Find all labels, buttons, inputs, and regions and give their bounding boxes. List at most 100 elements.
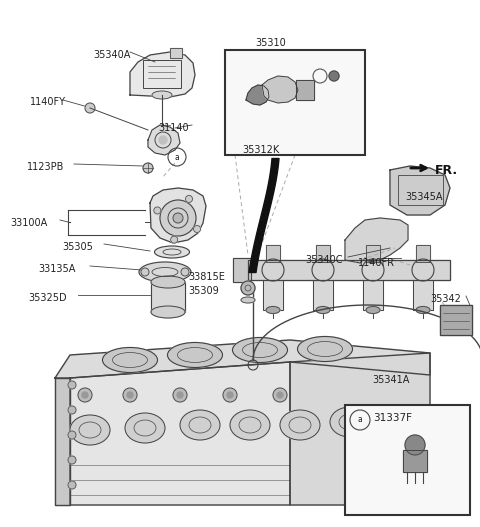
Text: 35310: 35310	[255, 38, 286, 48]
Bar	[345, 405, 470, 515]
Bar	[266, 245, 280, 262]
Text: 1140FY: 1140FY	[30, 97, 66, 107]
Circle shape	[223, 388, 237, 402]
Text: 33100A: 33100A	[10, 218, 47, 228]
Bar	[416, 245, 430, 262]
Polygon shape	[345, 218, 408, 263]
Polygon shape	[148, 125, 180, 155]
Circle shape	[193, 226, 201, 232]
Bar	[233, 258, 251, 282]
Bar	[266, 245, 280, 262]
Bar	[440, 305, 472, 335]
Circle shape	[85, 103, 95, 113]
Text: 31337F: 31337F	[373, 413, 412, 423]
Bar	[363, 280, 383, 310]
Ellipse shape	[155, 246, 190, 258]
Bar	[143, 60, 181, 88]
Circle shape	[68, 381, 76, 389]
Circle shape	[160, 200, 196, 236]
Circle shape	[181, 268, 189, 276]
Bar	[313, 280, 333, 310]
Ellipse shape	[232, 337, 288, 363]
Circle shape	[68, 431, 76, 439]
Text: 35312K: 35312K	[242, 145, 279, 155]
Bar	[151, 282, 185, 312]
Circle shape	[227, 392, 233, 398]
Text: a: a	[358, 415, 362, 425]
Circle shape	[82, 392, 88, 398]
Bar	[413, 280, 433, 310]
Circle shape	[68, 481, 76, 489]
Bar	[316, 245, 330, 262]
Text: 33135A: 33135A	[38, 264, 75, 274]
Ellipse shape	[151, 276, 185, 288]
Ellipse shape	[280, 410, 320, 440]
Ellipse shape	[151, 306, 185, 318]
Ellipse shape	[241, 297, 255, 303]
Ellipse shape	[316, 307, 330, 314]
Bar	[170, 48, 182, 58]
Circle shape	[405, 435, 425, 455]
Ellipse shape	[103, 347, 157, 373]
Ellipse shape	[366, 307, 380, 314]
Circle shape	[78, 388, 92, 402]
Circle shape	[143, 163, 153, 173]
Ellipse shape	[168, 343, 223, 367]
Bar	[398, 175, 443, 205]
Circle shape	[273, 388, 287, 402]
Bar	[296, 80, 314, 100]
Ellipse shape	[298, 337, 352, 362]
Bar	[363, 280, 383, 310]
Bar	[403, 450, 427, 472]
Bar	[296, 80, 314, 100]
Text: 35341A: 35341A	[372, 375, 409, 385]
Bar	[366, 245, 380, 262]
Bar	[248, 260, 450, 280]
Circle shape	[154, 207, 161, 214]
Circle shape	[68, 456, 76, 464]
Polygon shape	[70, 362, 290, 505]
Circle shape	[123, 388, 137, 402]
Polygon shape	[390, 166, 450, 215]
Bar	[413, 280, 433, 310]
Circle shape	[68, 406, 76, 414]
Circle shape	[329, 71, 339, 81]
Bar	[366, 245, 380, 262]
Text: 35309: 35309	[188, 286, 219, 296]
Ellipse shape	[180, 410, 220, 440]
Ellipse shape	[139, 262, 191, 282]
Circle shape	[277, 392, 283, 398]
Text: 1123PB: 1123PB	[27, 162, 64, 172]
Polygon shape	[150, 188, 206, 243]
Bar	[263, 280, 283, 310]
Polygon shape	[130, 52, 195, 97]
Bar	[440, 305, 472, 335]
Circle shape	[173, 213, 183, 223]
Polygon shape	[246, 85, 269, 105]
Polygon shape	[55, 378, 70, 505]
Circle shape	[127, 392, 133, 398]
Bar	[225, 50, 365, 155]
Ellipse shape	[125, 413, 165, 443]
Ellipse shape	[330, 407, 370, 437]
Text: 35340C: 35340C	[305, 255, 343, 265]
Bar	[403, 450, 427, 472]
Circle shape	[177, 392, 183, 398]
Text: a: a	[175, 152, 180, 161]
Bar	[416, 245, 430, 262]
Polygon shape	[290, 353, 430, 505]
Text: 35340A: 35340A	[93, 50, 131, 60]
Bar	[233, 258, 251, 282]
Bar	[170, 48, 182, 58]
Circle shape	[185, 196, 192, 202]
Text: 35342: 35342	[430, 294, 461, 304]
Text: 1140FR: 1140FR	[358, 258, 395, 268]
Text: 33815E: 33815E	[188, 272, 225, 282]
Ellipse shape	[152, 91, 172, 99]
Text: 35345A: 35345A	[405, 192, 443, 202]
Text: 35305: 35305	[62, 242, 93, 252]
Bar	[248, 260, 450, 280]
Text: 31140: 31140	[158, 123, 189, 133]
Circle shape	[241, 281, 255, 295]
Text: 35325D: 35325D	[28, 293, 67, 303]
